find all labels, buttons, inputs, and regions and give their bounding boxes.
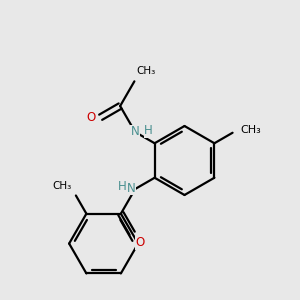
Text: O: O xyxy=(86,111,95,124)
Text: N: N xyxy=(131,125,140,139)
Text: CH₃: CH₃ xyxy=(136,66,155,76)
Text: H: H xyxy=(117,179,126,193)
Text: N: N xyxy=(126,182,135,195)
Text: O: O xyxy=(136,236,145,249)
Text: H: H xyxy=(144,124,153,137)
Text: CH₃: CH₃ xyxy=(52,181,71,191)
Text: CH₃: CH₃ xyxy=(240,125,261,135)
